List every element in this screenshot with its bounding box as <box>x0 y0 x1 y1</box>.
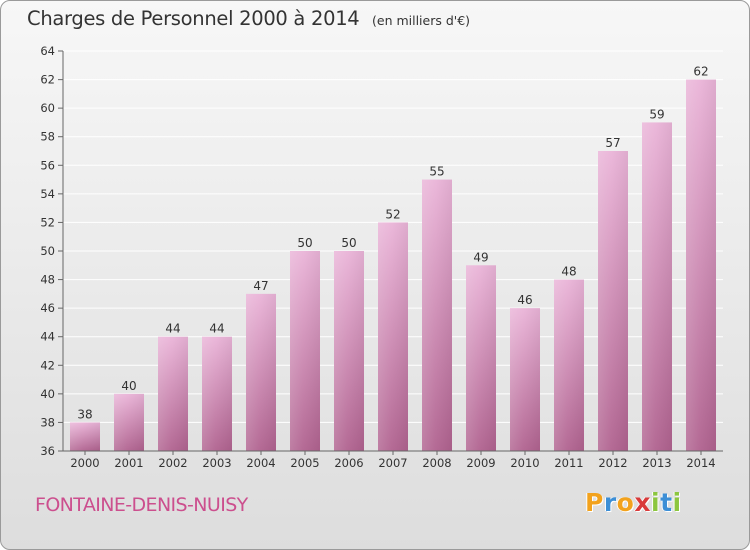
x-tick-label: 2014 <box>686 456 715 470</box>
commune-name: FONTAINE-DENIS-NUISY <box>35 494 248 516</box>
data-label: 38 <box>77 407 92 421</box>
y-tick-label: 44 <box>40 330 55 344</box>
data-label: 44 <box>209 322 224 336</box>
bar-sheen <box>334 251 364 451</box>
data-label: 59 <box>649 107 664 121</box>
y-tick-label: 40 <box>40 387 55 401</box>
bar-sheen <box>202 336 232 451</box>
data-label: 49 <box>473 250 488 264</box>
x-tick-label: 2003 <box>202 456 231 470</box>
data-label: 44 <box>165 322 180 336</box>
logo-letter: x <box>634 488 651 517</box>
data-label: 48 <box>561 265 576 279</box>
data-label: 47 <box>253 279 268 293</box>
y-tick-label: 36 <box>40 444 55 458</box>
bar-sheen <box>686 79 716 452</box>
bar-sheen <box>70 422 100 451</box>
y-tick-label: 46 <box>40 301 55 315</box>
y-tick-label: 60 <box>40 101 55 115</box>
y-tick-label: 48 <box>40 273 55 287</box>
data-label: 55 <box>429 165 444 179</box>
x-tick-label: 2010 <box>510 456 539 470</box>
bar-sheen <box>290 251 320 451</box>
x-tick-label: 2005 <box>290 456 319 470</box>
data-label: 50 <box>297 236 312 250</box>
x-tick-label: 2008 <box>422 456 451 470</box>
x-tick-label: 2006 <box>334 456 363 470</box>
data-label: 50 <box>341 236 356 250</box>
labels: 36 38 40 42 44 46 48 50 52 54 56 58 60 62 64 38 2000 40 20… <box>40 44 715 470</box>
bar-sheen <box>598 151 628 451</box>
y-tick-label: 62 <box>40 73 55 87</box>
x-tick-label: 2013 <box>642 456 671 470</box>
y-tick-label: 42 <box>40 358 55 372</box>
bar-sheen <box>466 265 496 451</box>
data-label: 46 <box>517 293 532 307</box>
x-tick-label: 2011 <box>554 456 583 470</box>
chart-title: Charges de Personnel 2000 à 2014 <box>27 7 360 30</box>
y-tick-label: 64 <box>40 44 55 58</box>
x-tick-label: 2009 <box>466 456 495 470</box>
bar-sheen <box>642 122 672 451</box>
y-tick-label: 56 <box>40 158 55 172</box>
x-tick-label: 2004 <box>246 456 275 470</box>
y-tick-label: 50 <box>40 244 55 258</box>
bar-sheen <box>510 308 540 451</box>
logo-letter: P <box>585 488 604 517</box>
chart-subtitle: (en milliers d'€) <box>372 13 471 28</box>
x-tick-label: 2000 <box>70 456 99 470</box>
bar-sheen <box>378 222 408 451</box>
x-tick-label: 2001 <box>114 456 143 470</box>
data-label: 52 <box>385 207 400 221</box>
bar-sheen <box>554 279 584 451</box>
logo-letter: t <box>660 488 673 517</box>
x-tick-label: 2007 <box>378 456 407 470</box>
bars <box>70 79 716 452</box>
x-tick-label: 2012 <box>598 456 627 470</box>
bar-sheen <box>422 179 452 452</box>
y-tick-label: 58 <box>40 130 55 144</box>
axes <box>58 50 723 455</box>
y-tick-label: 52 <box>40 215 55 229</box>
x-tick-label: 2002 <box>158 456 187 470</box>
logo-letter: i <box>651 488 661 517</box>
y-tick-label: 54 <box>40 187 55 201</box>
bar-sheen <box>158 336 188 451</box>
y-tick-label: 38 <box>40 415 55 429</box>
proxiti-logo: Proxiti <box>585 488 682 517</box>
data-label: 62 <box>693 65 708 79</box>
logo-letter: i <box>672 488 682 517</box>
data-label: 57 <box>605 136 620 150</box>
logo-letter: r <box>603 488 617 517</box>
bar-sheen <box>246 293 276 451</box>
logo-letter: o <box>616 488 635 517</box>
bar-sheen <box>114 393 144 451</box>
data-label: 40 <box>121 379 136 393</box>
